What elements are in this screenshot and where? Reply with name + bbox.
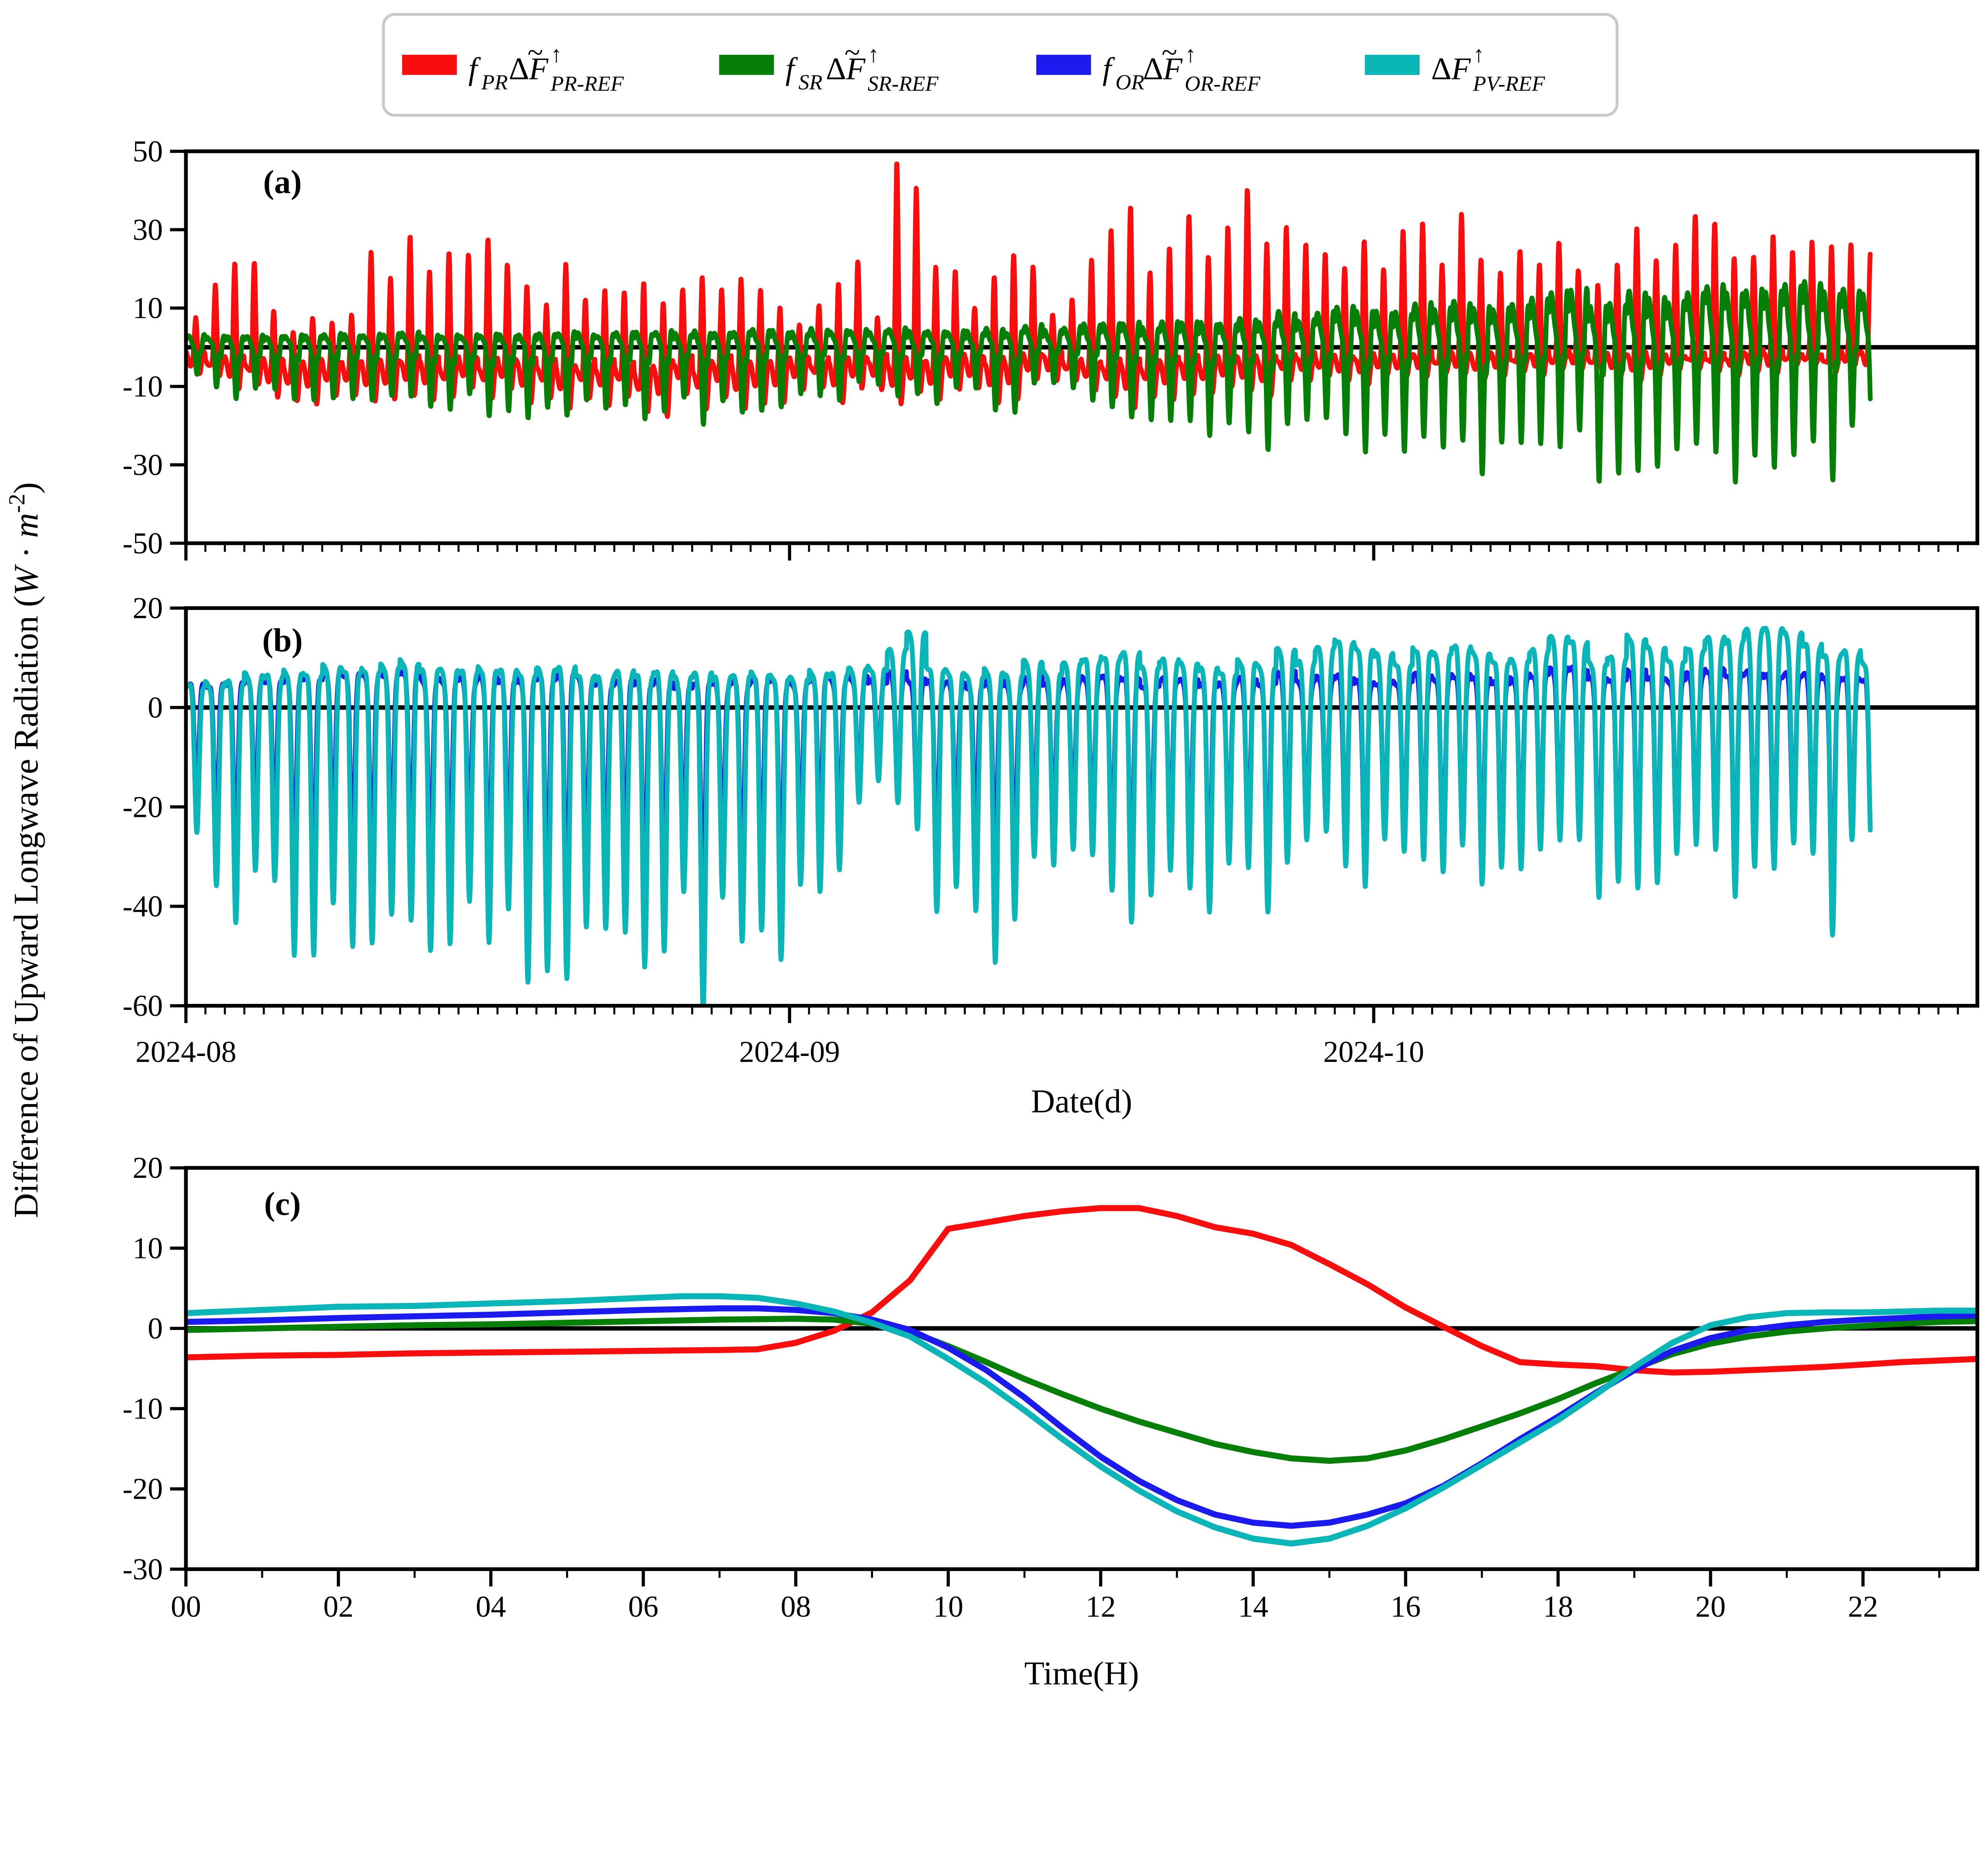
legend-sub: SR-REF — [867, 72, 939, 96]
legend-F: F — [1451, 52, 1471, 87]
panel-c-y-axis: 20 10 0 -10 -20 -30 — [122, 1151, 186, 1586]
legend-item-pr-ref: f PR Δ F~ ↑PR-REF — [402, 36, 624, 96]
panel-c-series-3-line — [186, 1293, 1978, 1547]
chart-svg: f PR Δ F~ ↑PR-REF f SR Δ F~ ↑SR-REF f ORΔ F~ ↑OR-REF Δ… — [4, 13, 1979, 1692]
x-tick-label: 02 — [323, 1590, 354, 1623]
panel-a-series-area — [186, 161, 1873, 485]
y-tick-label: 20 — [133, 1151, 163, 1185]
panel-c-series-0-line — [186, 1205, 1978, 1376]
panel-c-series-2-line — [186, 1305, 1978, 1529]
y-tick-label: -30 — [122, 448, 163, 482]
legend-up-arrow: ↑ — [1473, 41, 1484, 67]
figure: f PR Δ F ~ ↑ PR-REF f SR Δ F ~ ↑ SR-REF f OR Δ F ~ ↑ OR-REF Δ… — [4, 13, 1979, 1692]
x-tick-label: 2024-09 — [739, 1035, 840, 1069]
panel-b-series-area — [186, 625, 1873, 1006]
legend-tilde: ~ — [844, 36, 860, 68]
legend-swatch — [719, 54, 774, 75]
x-tick-label: 14 — [1238, 1590, 1268, 1623]
panel-b: 20 0 -20 -40 -60 2024-08 2024-09 2024-10 Date(d)… — [122, 592, 1979, 1120]
y-tick-label: 10 — [133, 291, 163, 325]
y-tick-label: -50 — [122, 527, 163, 560]
y-tick-label: 0 — [148, 691, 163, 724]
x-tick-label: 08 — [780, 1590, 811, 1623]
legend-up-arrow: ↑ — [1185, 41, 1196, 67]
legend-item-pv-ref: Δ F ↑ PV-REF — [1365, 41, 1545, 96]
y-tick-label: -20 — [122, 1473, 163, 1506]
x-tick-label: 2024-10 — [1323, 1035, 1424, 1069]
panel-a-letter: (a) — [263, 164, 302, 201]
panel-a-x-axis — [184, 543, 1959, 561]
panel-a-y-axis: 50 30 10 -10 -30 -50 — [122, 135, 186, 560]
legend-F: F — [846, 52, 866, 87]
legend-delta: Δ — [1143, 52, 1163, 87]
legend-sub: OR-REF — [1185, 72, 1261, 96]
legend-F: F — [529, 52, 549, 87]
panel-b-letter: (b) — [262, 622, 303, 659]
x-tick-label: 2024-08 — [135, 1035, 236, 1069]
legend-f-sub: SR — [798, 70, 822, 94]
panel-c-xlabel: Time(H) — [1024, 1656, 1139, 1692]
y-tick-label: -10 — [122, 1392, 163, 1426]
y-tick-label: -20 — [122, 790, 163, 824]
y-tick-label: -40 — [122, 890, 163, 923]
panel-c-series-1-line — [186, 1316, 1978, 1464]
y-tick-label: -30 — [122, 1553, 163, 1586]
panel-a: 50 30 10 -10 -30 -50 (a) — [122, 135, 1979, 561]
x-tick-label: 10 — [933, 1590, 963, 1623]
legend-swatch — [402, 54, 457, 75]
x-tick-label: 06 — [628, 1590, 659, 1623]
y-tick-label: 0 — [148, 1312, 163, 1345]
y-tick-label: 30 — [133, 213, 163, 247]
legend-item-sr-ref: f SR Δ F~ ↑SR-REF — [719, 36, 939, 96]
x-tick-label: 22 — [1848, 1590, 1878, 1623]
panel-a-series-1-line — [186, 279, 1873, 485]
panel-b-y-axis: 20 0 -20 -40 -60 — [122, 592, 186, 1023]
x-tick-label: 16 — [1391, 1590, 1421, 1623]
legend-swatch — [1365, 54, 1420, 75]
legend-f-sub: OR — [1115, 70, 1144, 94]
x-tick-label: 12 — [1086, 1590, 1116, 1623]
legend-delta: Δ — [826, 52, 846, 87]
y-tick-label: -10 — [122, 370, 163, 403]
legend-up-arrow: ↑ — [867, 41, 879, 67]
x-tick-label: 00 — [171, 1590, 201, 1623]
legend-f-sub: PR — [481, 70, 508, 94]
y-tick-label: 50 — [133, 135, 163, 168]
panel-c-x-axis: 00 02 04 06 08 10 12 14 16 18 20 22 — [171, 1569, 1940, 1623]
panel-c-letter: (c) — [264, 1186, 301, 1222]
legend-delta: Δ — [1431, 52, 1451, 87]
legend-swatch — [1036, 54, 1091, 75]
x-tick-label: 04 — [476, 1590, 506, 1623]
legend: f PR Δ F~ ↑PR-REF f SR Δ F~ ↑SR-REF f ORΔ F~ ↑OR-REF Δ… — [382, 13, 1619, 117]
panel-b-series-1-line — [186, 625, 1873, 1006]
legend-tilde: ~ — [1162, 36, 1177, 68]
y-axis-label: Difference of Upward Longwave Radiation … — [4, 482, 45, 1218]
legend-up-arrow: ↑ — [551, 41, 562, 67]
legend-item-or-ref: f ORΔ F~ ↑OR-REF — [1036, 36, 1261, 96]
legend-sub: PR-REF — [550, 72, 624, 96]
panel-c-spines — [184, 1166, 1979, 1571]
legend-sub: PV-REF — [1472, 72, 1545, 96]
ylabel-text: Difference of Upward Longwave Radiation … — [4, 482, 45, 1218]
x-tick-label: 18 — [1543, 1590, 1573, 1623]
y-tick-label: 20 — [133, 592, 163, 625]
legend-F: F — [1163, 52, 1183, 87]
y-tick-label: 10 — [133, 1231, 163, 1265]
x-tick-label: 20 — [1695, 1590, 1725, 1623]
y-tick-label: -60 — [122, 989, 163, 1023]
panel-b-x-axis: 2024-08 2024-09 2024-10 — [135, 1006, 1959, 1069]
panel-a-series-0-line — [186, 161, 1873, 419]
panel-c-series-area — [186, 1205, 1978, 1547]
legend-tilde: ~ — [527, 36, 543, 68]
legend-delta: Δ — [509, 52, 529, 87]
panel-b-xlabel: Date(d) — [1031, 1083, 1132, 1120]
legend-frame — [382, 13, 1619, 117]
